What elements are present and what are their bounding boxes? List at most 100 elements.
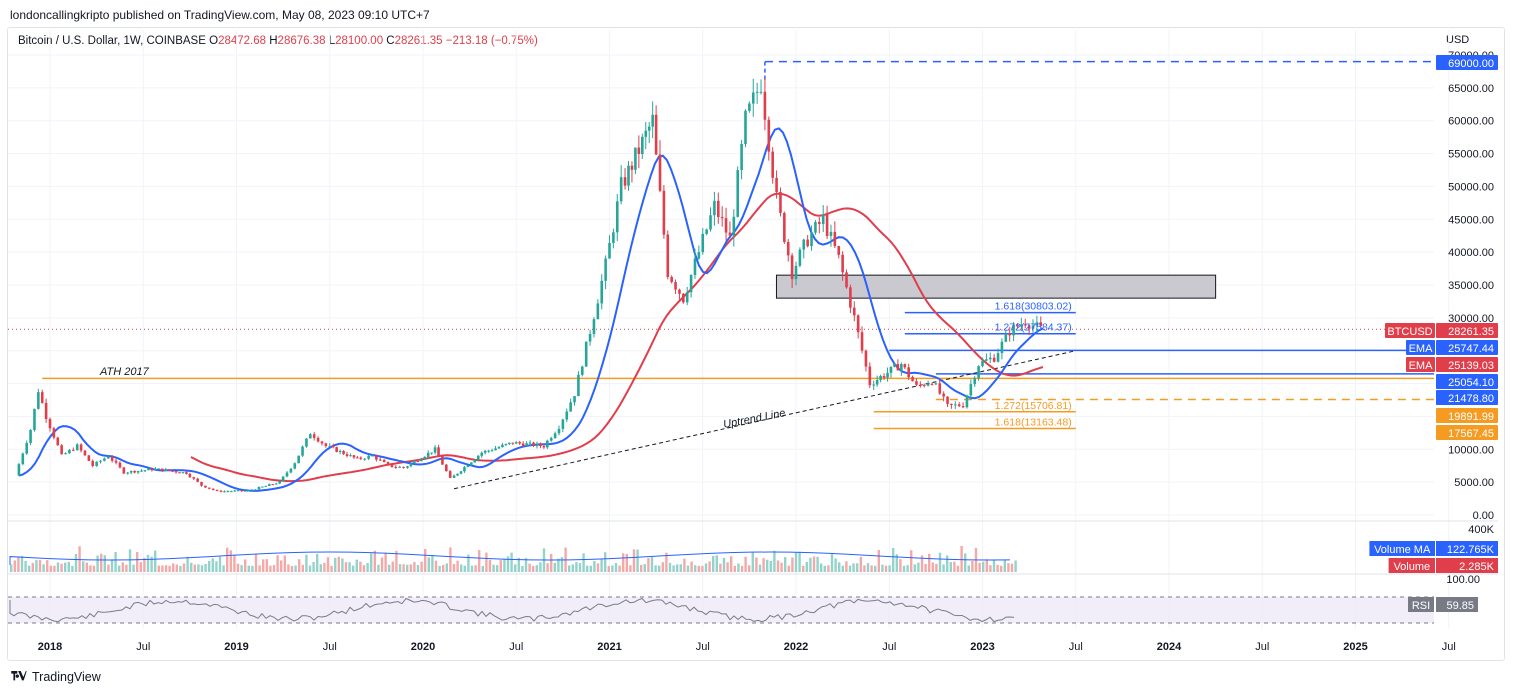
volume-bar	[866, 563, 870, 572]
fib-label: 1.618(30803.02)	[995, 301, 1072, 313]
candle-body	[1012, 324, 1015, 336]
candle-body	[736, 170, 740, 217]
volume-bar	[74, 554, 78, 572]
volume-bar	[737, 563, 740, 572]
volume-tag-name-text: Volume MA	[1374, 544, 1431, 556]
volume-bar	[1000, 565, 1003, 572]
candle-body	[181, 472, 185, 474]
price-tag-value	[1436, 374, 1498, 389]
volume-bar	[848, 565, 852, 572]
x-tick-label: Jul	[136, 641, 150, 653]
volume-bar	[218, 556, 222, 572]
price-tag-value-text: 21478.80	[1448, 393, 1494, 405]
volume-bar	[928, 553, 931, 572]
rsi-tag-value-text: 59.85	[1446, 600, 1474, 612]
candle-body	[985, 359, 988, 361]
x-tick-label: 2020	[411, 641, 435, 653]
candle-body	[349, 455, 352, 457]
volume-bar	[892, 547, 895, 572]
volume-bar	[161, 565, 164, 572]
volume-bar	[517, 557, 520, 572]
volume-bar	[989, 565, 992, 572]
x-tick-label: Jul	[509, 641, 523, 653]
candle-body	[110, 456, 114, 461]
currency-label[interactable]: USD	[1446, 34, 1470, 46]
volume-bar	[805, 561, 808, 572]
candle-body	[634, 147, 637, 170]
candle-body	[345, 454, 349, 456]
volume-bar	[571, 564, 574, 572]
x-tick-label: Jul	[1069, 641, 1083, 653]
volume-bar	[964, 553, 967, 572]
candle-body	[219, 490, 223, 492]
candle-body	[223, 491, 226, 493]
volume-bar	[510, 552, 513, 572]
volume-bar	[730, 556, 733, 572]
volume-bar	[661, 562, 664, 572]
candle-body	[52, 428, 56, 438]
volume-bar	[150, 556, 153, 572]
candle-body	[274, 483, 278, 485]
volume-bar	[247, 565, 250, 572]
candle-body	[200, 481, 203, 486]
symbol-title[interactable]: Bitcoin / U.S. Dollar, 1W, COINBASE	[18, 35, 206, 47]
candle-body	[154, 468, 157, 471]
candle-body	[419, 459, 423, 462]
volume-bar	[384, 552, 387, 572]
candle-body	[406, 466, 409, 468]
volume-bar	[856, 563, 859, 572]
volume-bar	[445, 563, 448, 572]
volume-bar	[920, 555, 924, 572]
candle-body	[106, 456, 110, 459]
volume-bar	[110, 559, 114, 572]
candle-body	[755, 91, 759, 93]
volume-bar	[463, 565, 466, 572]
volume-bar	[614, 563, 618, 572]
candle-body	[561, 419, 565, 429]
low-value: 28100.00	[335, 35, 384, 47]
volume-bar	[251, 565, 254, 572]
volume-bar	[611, 565, 614, 572]
volume-bar	[128, 549, 132, 572]
close-label: C	[386, 35, 395, 47]
volume-bar	[182, 563, 186, 572]
candle-body	[118, 462, 122, 468]
candle-body	[285, 472, 289, 477]
candle-body	[394, 466, 398, 468]
volume-bar	[877, 549, 880, 572]
candle-body	[612, 232, 615, 243]
candle-body	[367, 455, 370, 459]
candle-body	[278, 481, 281, 484]
candle-body	[114, 460, 118, 463]
candle-body	[841, 254, 844, 273]
candle-body	[126, 472, 130, 474]
volume-bar	[323, 562, 326, 572]
candle-body	[893, 364, 896, 367]
volume-bar	[895, 554, 898, 572]
volume-bar	[758, 564, 762, 572]
candle-body	[240, 490, 243, 492]
volume-bar	[791, 557, 794, 572]
candle-body	[236, 490, 240, 492]
candle-body	[798, 249, 802, 266]
candle-body	[1023, 324, 1027, 326]
price-tag-value-text: 69000.00	[1448, 58, 1494, 70]
candle-body	[254, 489, 257, 491]
ath-2017-label: ATH 2017	[99, 366, 150, 378]
supply-zone	[775, 274, 1217, 299]
volume-bar	[114, 552, 117, 572]
volume-bar	[503, 558, 506, 572]
volume-bar	[578, 563, 582, 572]
volume-bar	[211, 558, 214, 572]
volume-bar	[823, 565, 826, 572]
candle-body	[988, 357, 992, 360]
fib-label: 1.272(15706.81)	[995, 400, 1072, 412]
y-tick-label: 10000.00	[1448, 444, 1494, 456]
volume-bar	[769, 560, 772, 572]
volume-bar	[121, 562, 124, 572]
candle-body	[99, 460, 102, 462]
candle-body	[806, 239, 809, 247]
candle-body	[981, 360, 984, 367]
volume-bar	[460, 564, 463, 572]
